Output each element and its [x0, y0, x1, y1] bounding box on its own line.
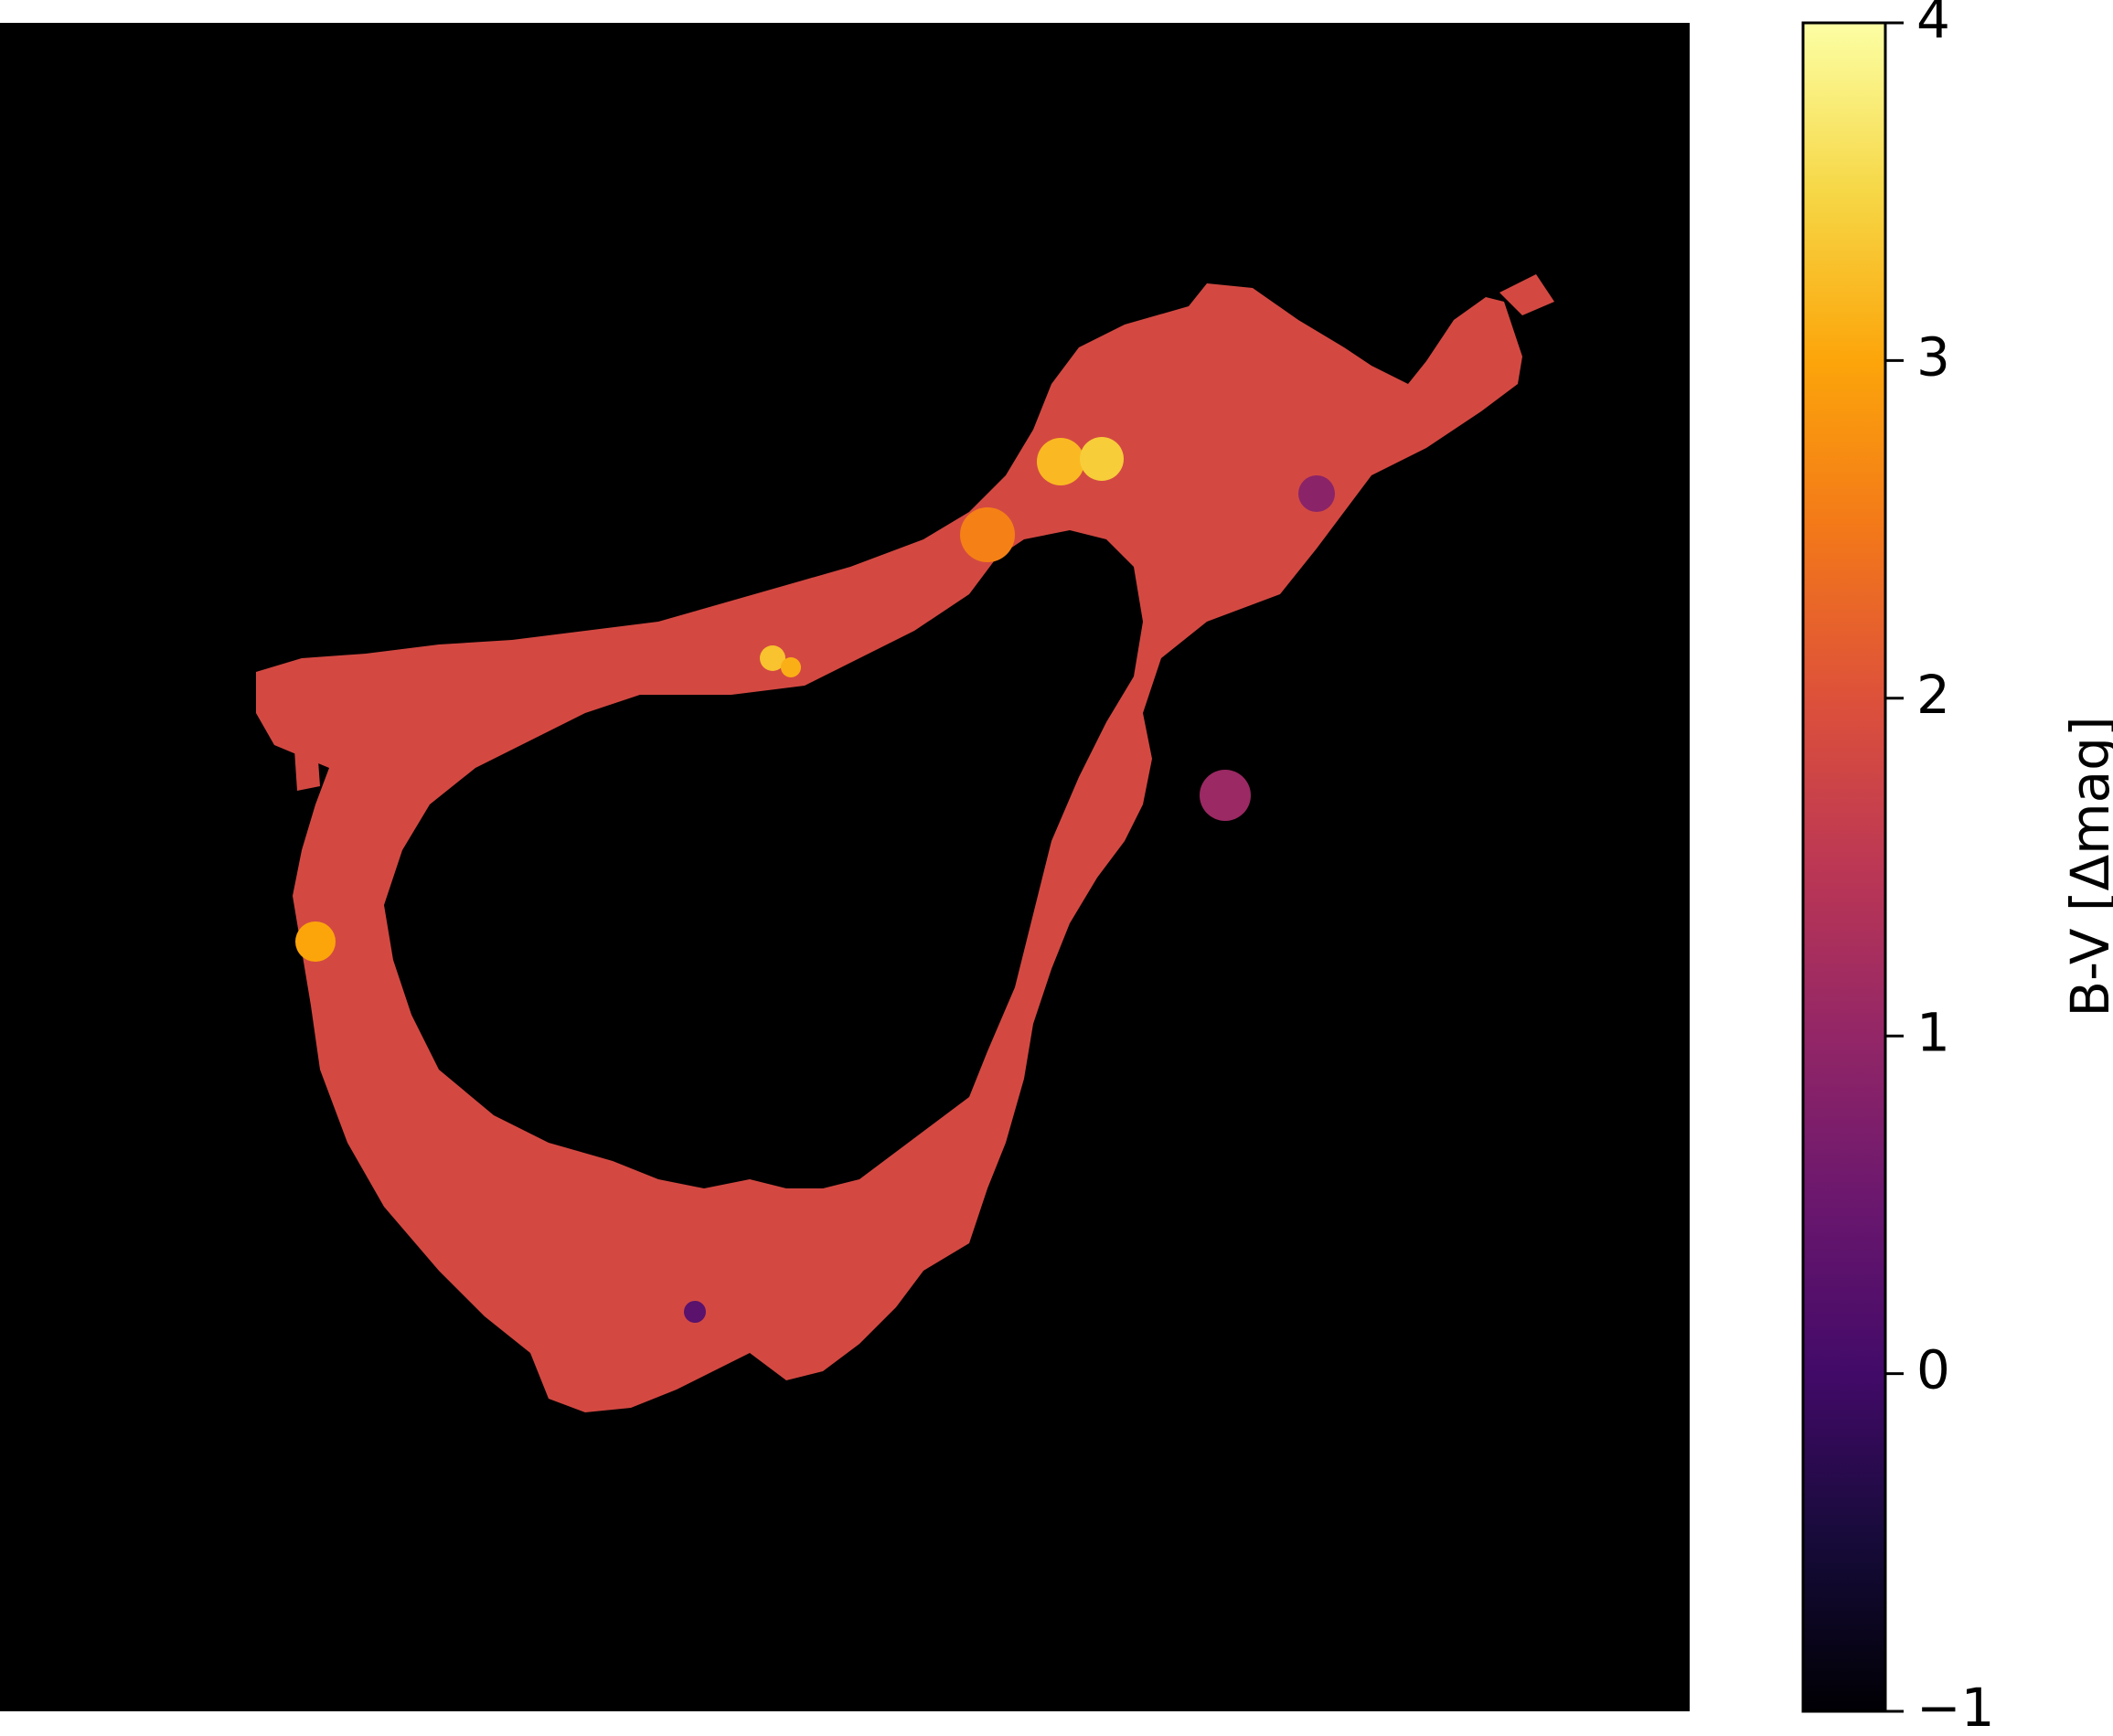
colorbar-tick-label: −1 [1916, 1677, 1995, 1736]
bright-spot [781, 657, 801, 677]
colorbar-gradient [1801, 21, 1887, 1713]
bright-spot [1080, 437, 1124, 481]
image-panel [0, 23, 1690, 1711]
colorbar-tick-label: 4 [1916, 0, 1950, 50]
image-background [0, 23, 1690, 1711]
island-region [1499, 274, 1554, 315]
bright-spot [760, 645, 785, 671]
colorbar-tick-label: 3 [1916, 326, 1950, 389]
colorbar-ticks: −1 0 1 2 3 4 [1885, 0, 1995, 1736]
colorbar: −1 0 1 2 3 4 B-V [Δmag] [1801, 0, 2113, 1736]
dark-spot [1200, 770, 1251, 821]
island-region [293, 722, 320, 791]
ring-region [256, 283, 1522, 1412]
bright-spot [960, 507, 1015, 562]
dark-spot [1298, 475, 1335, 512]
dark-spot [684, 1301, 706, 1323]
bright-spot [295, 921, 336, 962]
colorbar-label: B-V [Δmag] [2059, 716, 2113, 1017]
color-map-region [256, 274, 1554, 1412]
bright-spot [1037, 438, 1084, 485]
colorbar-tick-label: 0 [1916, 1339, 1950, 1401]
colorbar-tick-label: 2 [1916, 664, 1950, 726]
colorbar-tick-label: 1 [1916, 1001, 1950, 1063]
island-region [329, 786, 384, 891]
